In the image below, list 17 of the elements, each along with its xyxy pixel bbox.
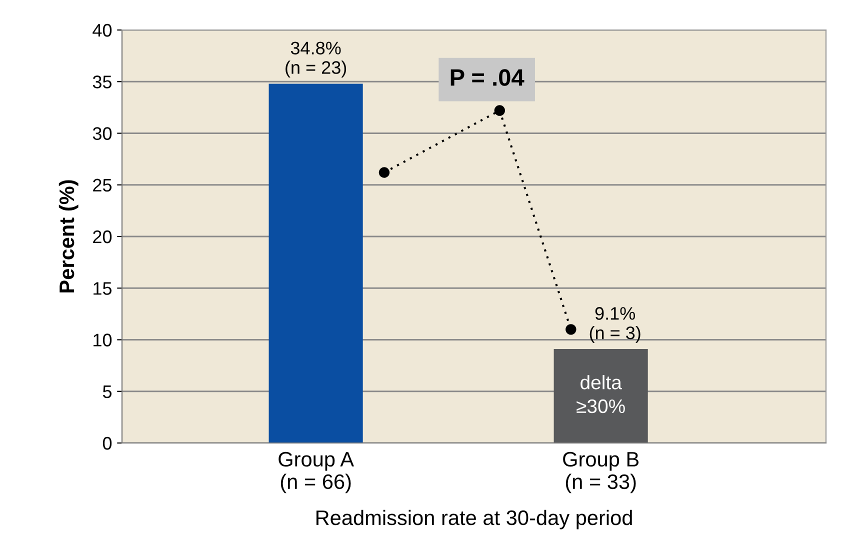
x-tick-label: Group B (n = 33): [563, 452, 639, 494]
y-tick-label: 0: [102, 436, 112, 450]
y-tick-label: 10: [94, 334, 112, 346]
data-label: 9.1% (n = 3): [590, 307, 640, 343]
y-axis-title: Percent (%): [58, 180, 78, 292]
y-tick-label: 40: [92, 24, 112, 37]
y-tick-label: 25: [93, 178, 112, 192]
y-tick-label: 30: [92, 127, 112, 140]
data-label: 34.8% (n = 23): [286, 42, 346, 78]
annotation: delta ≥30%: [576, 375, 625, 414]
y-tick-label: 20: [93, 230, 112, 244]
x-tick-label: Group A (n = 66): [278, 452, 354, 494]
y-tick-label: 35: [92, 76, 112, 88]
annotation: P = .04: [450, 69, 524, 86]
y-tick-label: 15: [94, 282, 112, 295]
x-axis-title: Readmission rate at 30-day period: [316, 510, 632, 530]
y-tick-label: 5: [102, 385, 112, 398]
